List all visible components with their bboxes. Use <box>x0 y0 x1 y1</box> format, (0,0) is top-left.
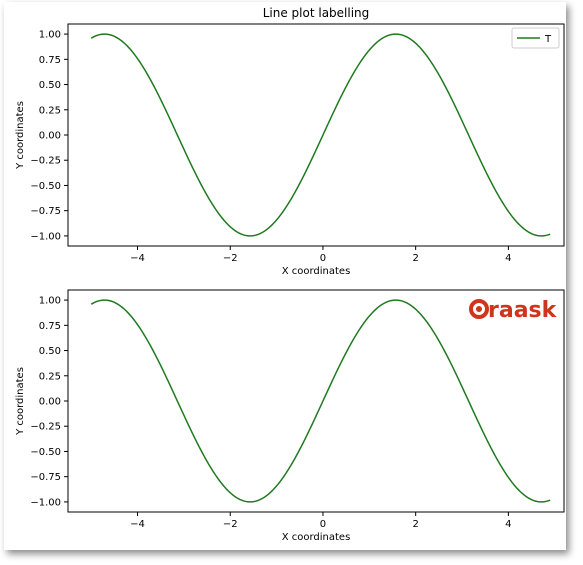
y-tick-label: −0.75 <box>30 206 61 217</box>
y-tick-label: −0.25 <box>30 156 61 167</box>
chart-title: Line plot labelling <box>263 6 370 20</box>
plot-area <box>67 289 565 513</box>
x-tick-label: 0 <box>320 519 326 530</box>
y-axis-ticks: 1.00 0.75 0.50 0.25 0.00 −0.25 −0.50 −0.75 −1.00 <box>30 296 68 508</box>
y-tick-label: 1.00 <box>39 30 61 41</box>
x-tick-label: 2 <box>412 253 418 264</box>
x-tick-label: −2 <box>223 253 238 264</box>
figure-canvas: Line plot labelling −4 −2 0 2 4 1.00 0.75 0.50… <box>15 6 565 543</box>
series-line <box>90 299 551 503</box>
x-tick-label: 2 <box>412 519 418 530</box>
x-tick-label: −4 <box>130 519 145 530</box>
y-tick-label: 0.75 <box>39 55 61 66</box>
x-tick-label: 0 <box>320 253 326 264</box>
oraask-logo: raask <box>469 298 558 323</box>
x-tick-label: −4 <box>130 253 145 264</box>
series-line <box>90 33 551 237</box>
x-axis-ticks: −4 −2 0 2 4 <box>130 512 512 530</box>
y-tick-label: 0.00 <box>39 131 61 142</box>
chart-bottom: −4 −2 0 2 4 1.00 0.75 0.50 0.25 0.00 −0.25 −0.50 −0… <box>15 289 565 543</box>
x-tick-label: −2 <box>223 519 238 530</box>
y-tick-label: −0.75 <box>30 472 61 483</box>
y-tick-label: 1.00 <box>39 296 61 307</box>
y-tick-label: 0.50 <box>39 80 61 91</box>
y-tick-label: 0.00 <box>39 397 61 408</box>
figure-frame: Line plot labelling −4 −2 0 2 4 1.00 0.75 0.50… <box>4 2 566 550</box>
y-tick-label: −1.00 <box>30 231 61 242</box>
x-axis-ticks: −4 −2 0 2 4 <box>130 246 512 264</box>
legend: T <box>511 27 560 49</box>
legend-entry: T <box>544 34 552 45</box>
chart-top: Line plot labelling −4 −2 0 2 4 1.00 0.75 0.50… <box>15 6 565 277</box>
plot-area <box>67 23 565 247</box>
y-tick-label: −1.00 <box>30 497 61 508</box>
y-tick-label: 0.25 <box>39 371 61 382</box>
y-tick-label: 0.75 <box>39 321 61 332</box>
y-axis-label: Y coordinates <box>15 367 26 436</box>
x-tick-label: 4 <box>505 253 511 264</box>
y-axis-label: Y coordinates <box>15 101 26 170</box>
x-axis-label: X coordinates <box>282 266 351 277</box>
y-axis-ticks: 1.00 0.75 0.50 0.25 0.00 −0.25 −0.50 −0.75 −1.00 <box>30 30 68 242</box>
y-tick-label: −0.50 <box>30 181 61 192</box>
logo-ring-icon <box>469 299 489 319</box>
y-tick-label: −0.25 <box>30 422 61 433</box>
y-tick-label: 0.25 <box>39 105 61 116</box>
logo-dot-icon <box>476 306 482 312</box>
x-axis-label: X coordinates <box>282 532 351 543</box>
y-tick-label: 0.50 <box>39 346 61 357</box>
y-tick-label: −0.50 <box>30 447 61 458</box>
x-tick-label: 4 <box>505 519 511 530</box>
logo-wordmark: raask <box>488 298 558 323</box>
